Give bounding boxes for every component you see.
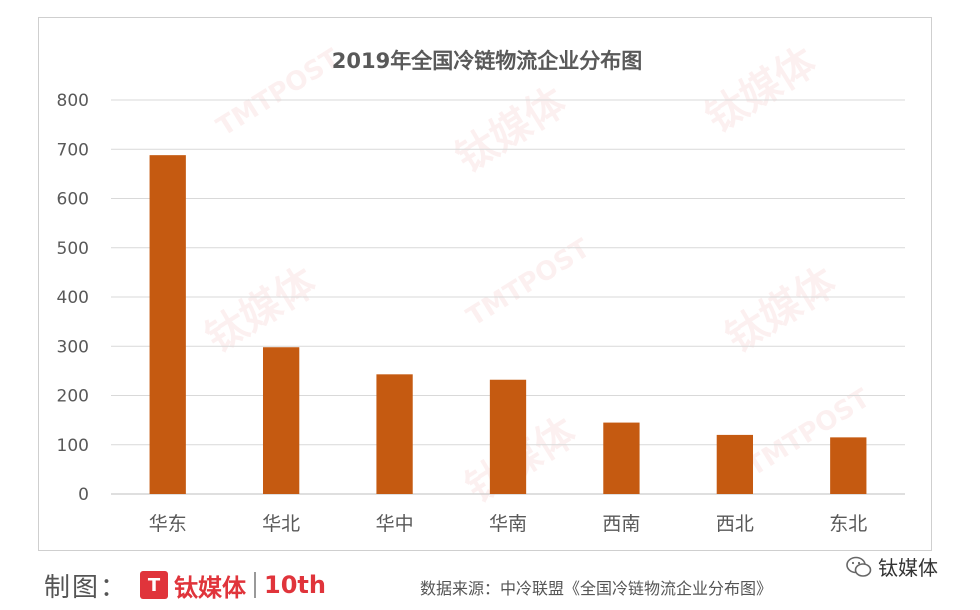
bar-1	[149, 155, 186, 494]
y-tick-label: 300	[57, 337, 89, 357]
footer-credit: 制图： T 钛媒体 10th	[44, 566, 326, 604]
wechat-icon	[846, 556, 872, 577]
chart-title: 2019年全国冷链物流企业分布图	[332, 49, 642, 73]
x-axis-tick-labels: 华东 华北 华中 华南 西南 西北 东北	[149, 513, 868, 535]
y-tick-label: 200	[57, 387, 89, 407]
x-tick-label: 华东	[149, 513, 187, 535]
bar-4	[489, 379, 527, 494]
made-by-label: 制图：	[44, 572, 129, 603]
x-tick-label: 华南	[489, 513, 527, 535]
y-tick-label: 400	[57, 288, 89, 308]
bar-5	[603, 422, 640, 494]
brand-logo-icon: T	[140, 571, 169, 599]
bar-7	[830, 437, 867, 494]
logo-divider	[254, 572, 257, 598]
anniversary-mark: 10th	[264, 571, 326, 599]
chart-frame: TMTPOST 钛媒体 钛媒体 钛媒体 TMTPOST 钛媒体 钛媒体 TMTP…	[38, 17, 932, 551]
y-tick-label: 600	[57, 190, 89, 210]
bar-3	[376, 374, 413, 494]
x-tick-label: 东北	[829, 513, 867, 535]
y-tick-label: 800	[57, 91, 89, 111]
y-tick-label: 0	[78, 485, 89, 505]
bar-2	[262, 347, 300, 494]
x-tick-label: 西南	[602, 513, 640, 535]
wechat-account-name: 钛媒体	[878, 556, 938, 580]
y-tick-label: 500	[57, 239, 89, 259]
x-tick-label: 西北	[716, 513, 754, 535]
bar-chart: 2019年全国冷链物流企业分布图 0 100 200 300 400 500 600 700 8…	[57, 49, 905, 535]
gridlines	[111, 99, 905, 495]
x-tick-label: 华北	[262, 513, 300, 535]
data-source-note: 数据来源：中冷联盟《全国冷链物流企业分布图》	[420, 579, 773, 598]
bar-6	[716, 434, 754, 494]
x-tick-label: 华中	[376, 513, 414, 535]
y-tick-label: 100	[57, 436, 89, 456]
y-axis-tick-labels: 0 100 200 300 400 500 600 700 800	[57, 91, 89, 505]
brand-logo-text: 钛媒体	[174, 573, 247, 602]
wechat-account-badge: 钛媒体	[846, 552, 938, 581]
bars	[149, 155, 867, 494]
y-tick-label: 700	[57, 140, 89, 160]
